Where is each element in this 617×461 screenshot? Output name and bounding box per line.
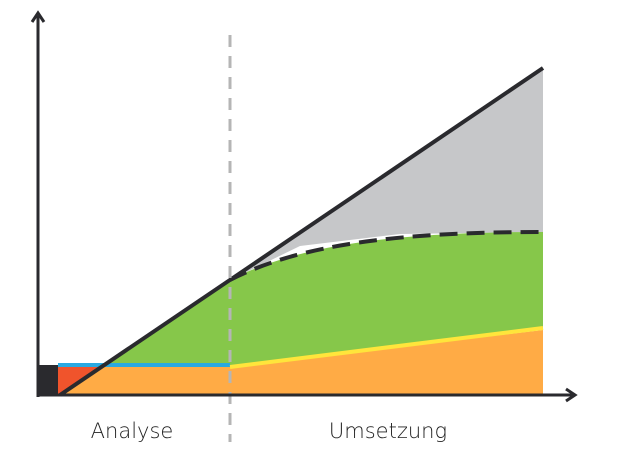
green-area: [104, 232, 543, 367]
orange-area: [60, 330, 543, 395]
black-block: [38, 365, 58, 395]
dashed-curve: [229, 230, 544, 282]
diagonal-line: [58, 66, 545, 397]
phase-label: Analyse: [91, 419, 174, 443]
yellow-line: [229, 326, 544, 369]
phase-label: Umsetzung: [329, 419, 447, 443]
x-axis-arrow: [565, 387, 578, 403]
y-axis-arrow: [30, 10, 46, 23]
